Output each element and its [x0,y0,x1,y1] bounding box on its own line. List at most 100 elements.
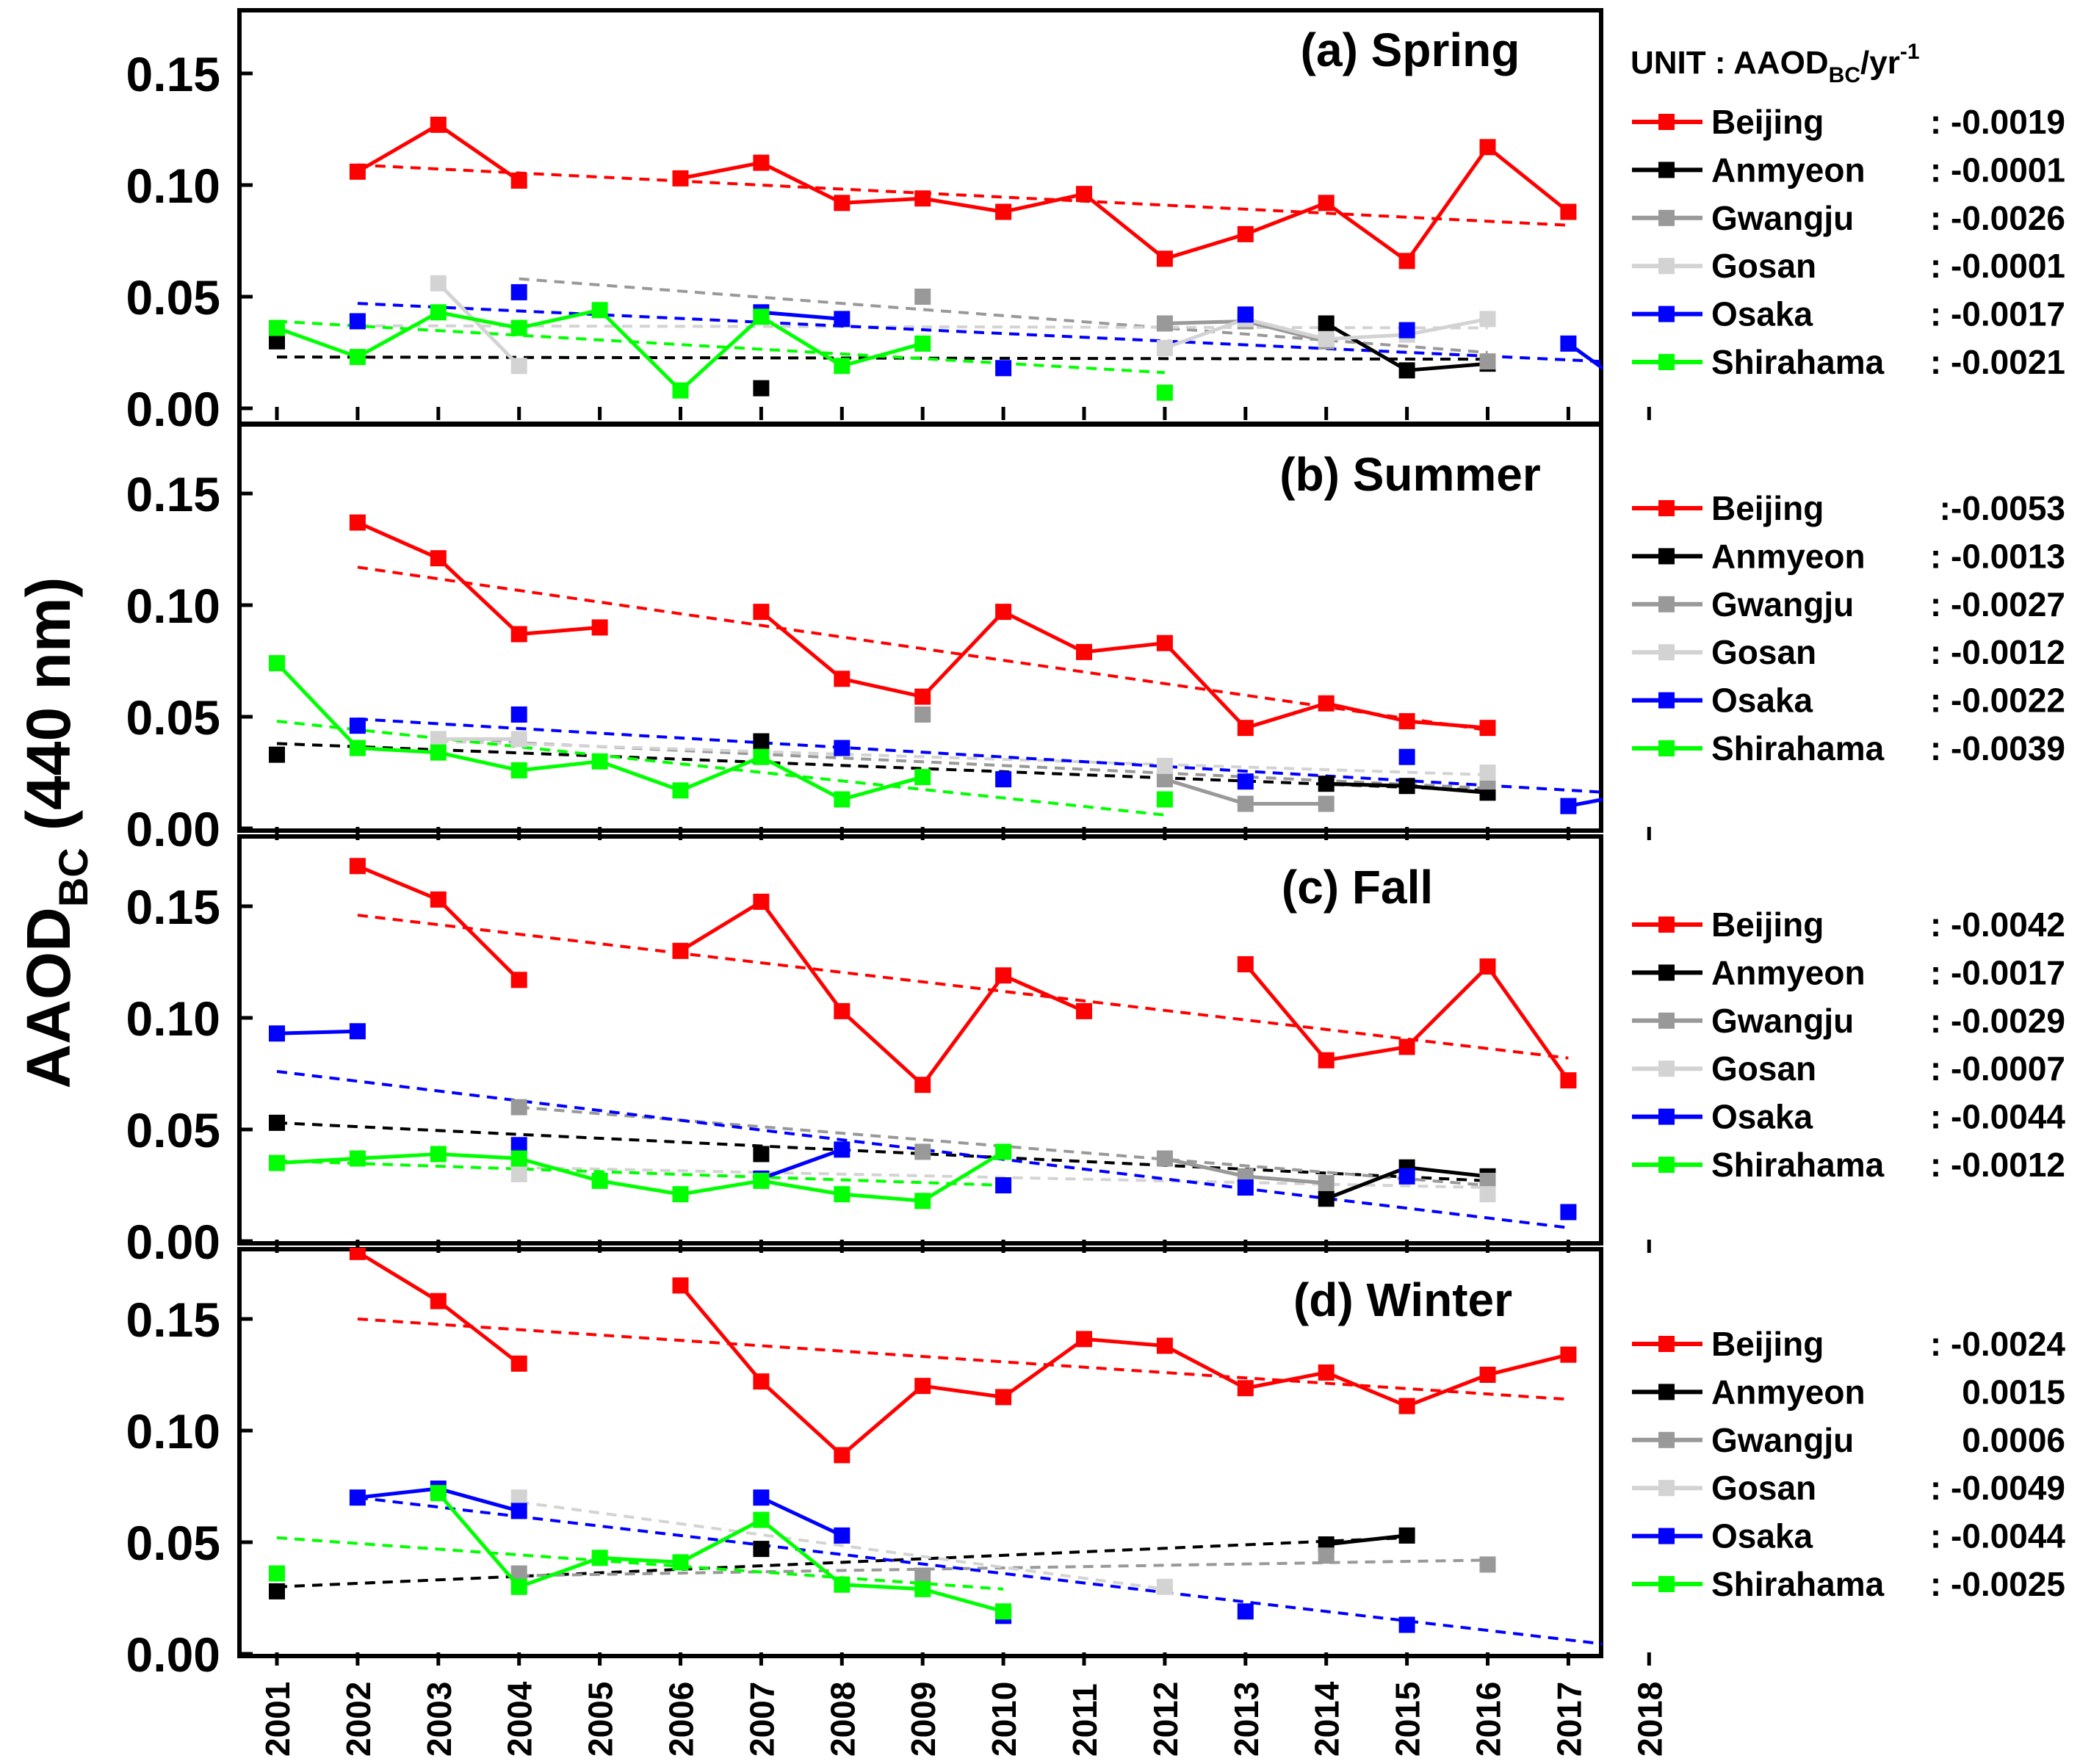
data-point [1398,253,1415,270]
legend-item-gwangju: Gwangju: -0.0029 [1632,1002,2065,1040]
data-point [591,753,608,770]
panel-title: (d) Winter [1293,1273,1512,1326]
legend-marker [1658,1528,1675,1544]
trend-line-beijing [357,1317,1569,1401]
series-segment [438,1152,519,1161]
trend-line-shirahama [276,319,1166,375]
legend-trend-value: : -0.0013 [1930,537,2065,575]
data-point [1560,798,1577,814]
series-segment [356,1250,440,1303]
series-segment [1164,319,1246,325]
series-osaka [349,706,1603,814]
y-tick-label: 0.05 [126,690,220,745]
series-segment [518,1555,601,1589]
legend-marker [1658,258,1675,275]
data-point [269,1025,285,1042]
data-point [753,1489,770,1506]
data-point [269,1114,285,1131]
data-point [1479,1367,1496,1383]
series-segment [437,282,521,367]
legend-name: Gwangju [1711,1421,1854,1459]
y-tick-label: 0.05 [126,1103,220,1157]
data-point [510,1137,527,1154]
unit-label-prefix: UNIT : AAOD [1631,45,1829,81]
data-point [1398,1616,1415,1633]
legend-marker [1658,1431,1675,1448]
data-point [430,891,447,908]
data-point [510,972,527,988]
series-gosan [510,1489,1173,1595]
series-segment [599,759,682,792]
legend-name: Beijing [1711,489,1824,527]
series-gwangju [914,706,1496,812]
series-segment [1406,1373,1489,1408]
data-point [1479,1172,1496,1189]
legend-marker [1658,1060,1675,1077]
data-point [1560,335,1577,352]
data-point [1156,1578,1173,1595]
legend-name: Gwangju [1711,585,1854,623]
data-point [834,1576,851,1593]
data-point [269,1154,285,1171]
panel-title: (c) Fall [1282,861,1433,914]
data-point [510,172,527,189]
data-point [1156,339,1173,356]
data-point [672,1186,689,1203]
data-point [349,1023,366,1040]
series-segment [275,662,359,750]
series-gwangju [510,1099,1496,1191]
data-point [1156,791,1173,808]
series-segment [436,1492,521,1588]
data-point [1318,776,1335,792]
legend-trend-value: : -0.0001 [1930,151,2065,189]
series-segment [1406,317,1488,337]
series-segment [1244,200,1327,236]
data-point [1398,1398,1415,1414]
series-segment [1245,319,1327,344]
data-point [834,1186,851,1203]
series-anmyeon [269,1114,1496,1207]
x-tick-label: 2006 [662,1682,701,1757]
data-point [1398,322,1415,339]
panel-winter: 0.00 0.05 0.10 0.15 (d) Winter Beijing: -0.… [126,1247,2065,1682]
series-segment [1325,322,1408,372]
data-point [591,302,608,319]
data-point [1398,1527,1415,1544]
legend-item-osaka: Osaka: -0.0022 [1632,682,2065,720]
series-segment [679,900,762,953]
data-point [834,311,851,328]
data-point [1318,1052,1335,1069]
series-segment [679,1284,763,1383]
data-point [834,670,851,687]
series-segment [1243,963,1328,1062]
data-point [753,154,770,171]
trend-line-anmyeon [276,1536,1407,1588]
series-segment [759,900,844,1013]
data-point [834,1447,851,1464]
series-segment [437,1299,521,1365]
series-segment [519,308,601,330]
x-tick-label: 2013 [1227,1682,1265,1757]
data-point [1237,795,1254,812]
data-point [1156,635,1173,651]
data-point [430,1485,447,1502]
series-segment [438,1486,520,1513]
data-point [1318,195,1335,212]
legend-marker [1658,1384,1675,1400]
data-point [1237,1380,1254,1397]
legend-trend-value: : -0.0027 [1930,585,2065,623]
legend-item-gosan: Gosan: -0.0001 [1632,247,2065,285]
panel-title: (b) Summer [1279,448,1541,501]
series-segment [1164,777,1246,806]
data-point [430,1146,447,1163]
data-point [914,1567,931,1584]
data-point [995,1177,1012,1193]
data-point [834,791,851,808]
data-point [914,706,931,723]
data-point [672,782,689,799]
data-point [914,688,931,705]
series-segment [1325,1370,1408,1408]
series-segment [1163,1344,1246,1390]
data-point [914,190,931,207]
series-segment [1245,701,1327,730]
